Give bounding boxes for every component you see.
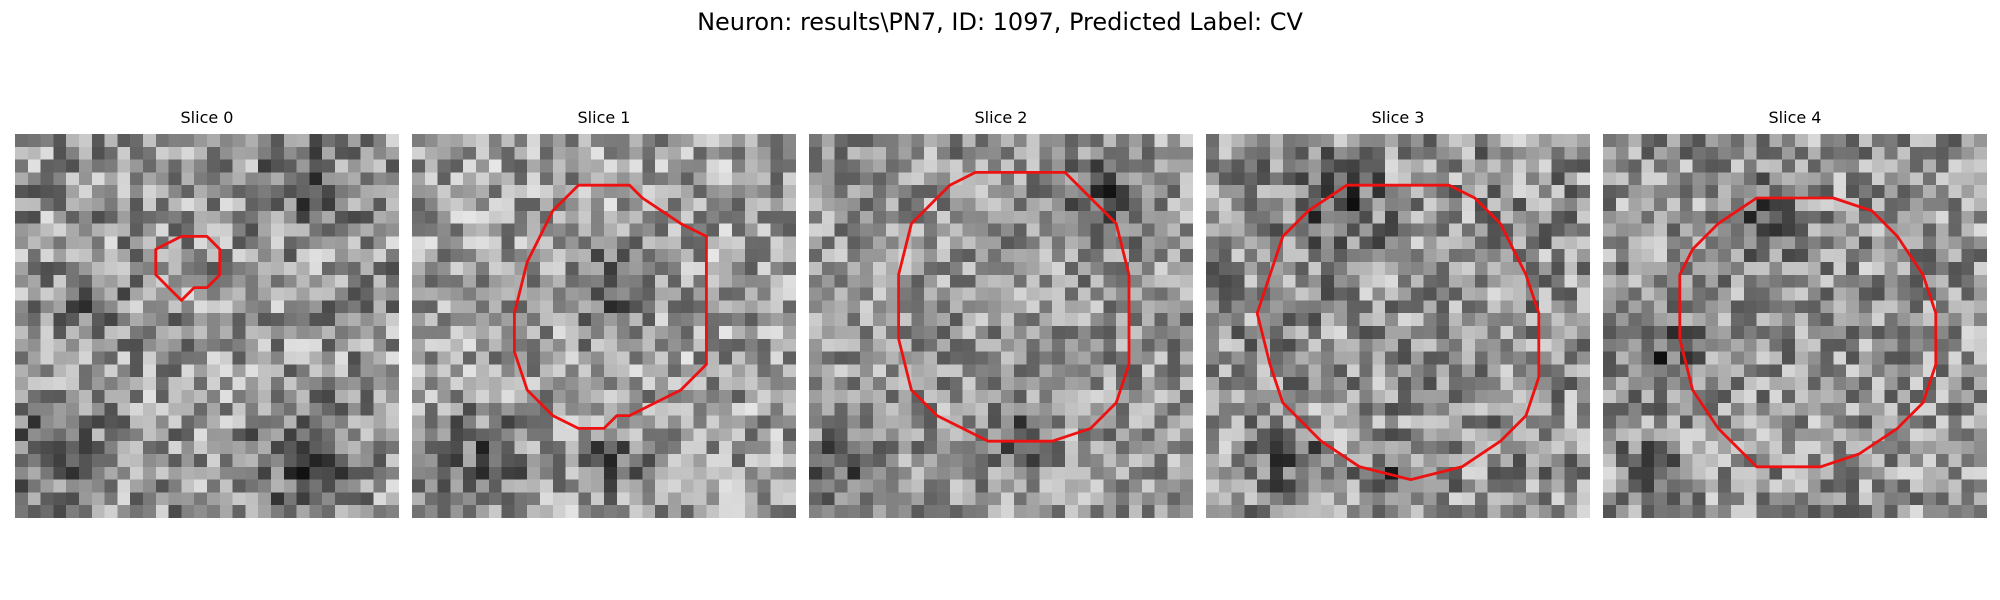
pixel-grid — [1603, 134, 1987, 518]
slice-image-2 — [809, 134, 1193, 518]
contour-outline — [154, 234, 222, 302]
pixel-grid — [809, 134, 1193, 518]
slice-title-3: Slice 3 — [1371, 108, 1425, 127]
pixel-grid — [15, 134, 399, 518]
slice-title-2: Slice 2 — [974, 108, 1028, 127]
pixel-grid — [1206, 134, 1590, 518]
slice-title-4: Slice 4 — [1768, 108, 1822, 127]
contour-outline — [897, 170, 1131, 443]
contour-outline — [1255, 183, 1541, 482]
slice-title-0: Slice 0 — [180, 108, 234, 127]
contour-outline — [1678, 196, 1938, 469]
slice-image-3 — [1206, 134, 1590, 518]
slice-image-1 — [412, 134, 796, 518]
figure-title: Neuron: results\PN7, ID: 1097, Predicted… — [697, 8, 1303, 36]
slice-image-0 — [15, 134, 399, 518]
slice-image-4 — [1603, 134, 1987, 518]
contour-outline — [512, 183, 708, 430]
slice-title-1: Slice 1 — [577, 108, 631, 127]
pixel-grid — [412, 134, 796, 518]
